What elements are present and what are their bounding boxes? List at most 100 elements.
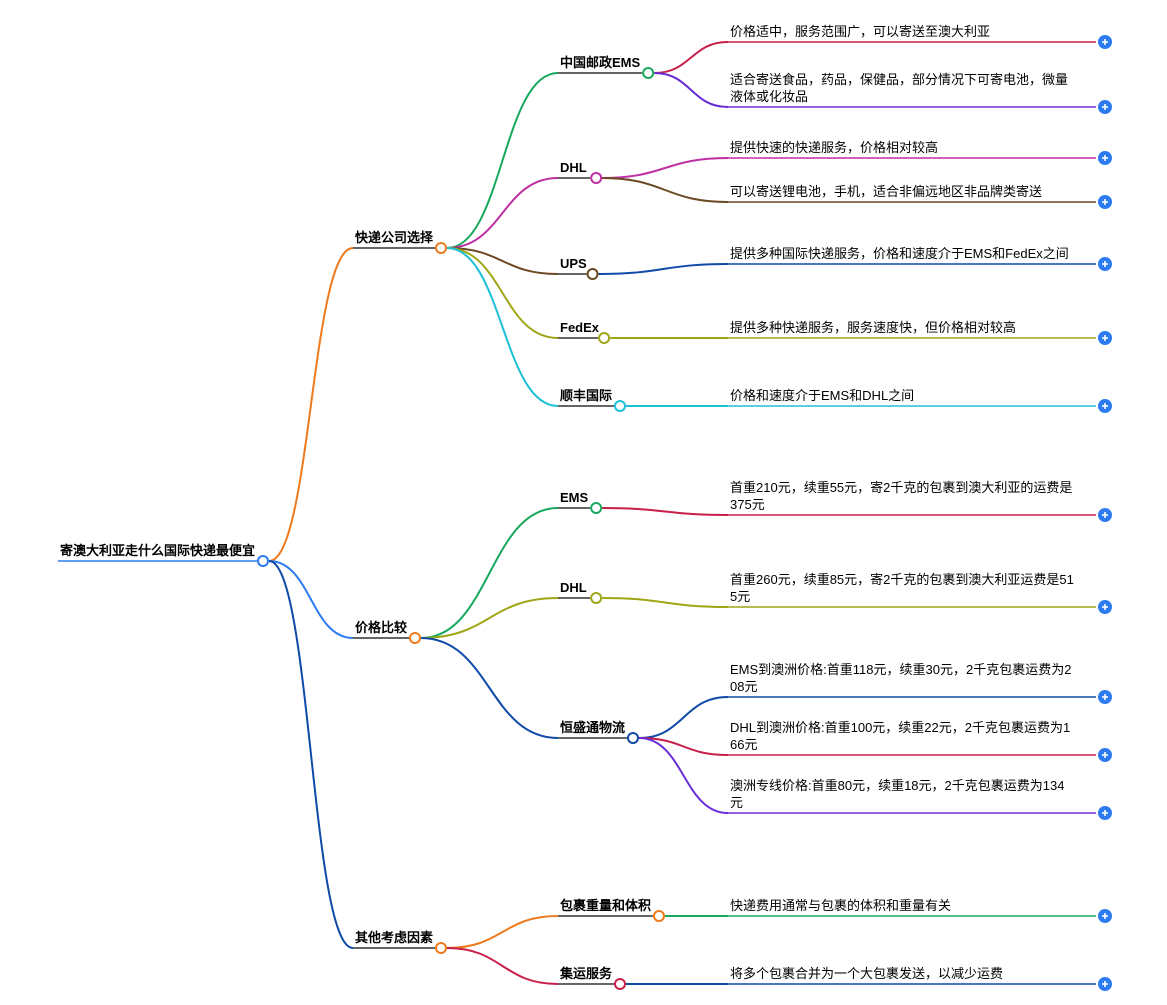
node-label: DHL [560,580,587,595]
edge [599,264,728,274]
node-ring-icon [258,556,268,566]
mindmap-canvas: 寄澳大利亚走什么国际快递最便宜 快递公司选择价格比较其他考虑因素 中国邮政EMS DH… [0,0,1167,1005]
node-label: 液体或化妆品 [730,89,808,104]
edge [447,73,558,248]
edge [447,948,558,984]
node-label: 寄澳大利亚走什么国际快递最便宜 [60,543,255,558]
mindmap-node[interactable]: DHL [558,580,601,603]
mindmap-node[interactable]: 提供快速的快递服务，价格相对较高 [728,140,1112,165]
edge [421,638,558,738]
expand-icon[interactable] [1098,195,1112,209]
node-label: 顺丰国际 [560,388,612,403]
node-label: FedEx [560,320,600,335]
node-label: 首重210元，续重55元，寄2千克的包裹到澳大利亚的运费是 [730,480,1072,495]
mindmap-node[interactable]: 澳洲专线价格:首重80元，续重18元，2千克包裹运费为134 元 [728,778,1112,820]
node-label: 中国邮政EMS [560,55,641,70]
node-label: EMS [560,490,589,505]
edge [269,248,353,561]
mindmap-node[interactable]: 顺丰国际 [558,388,625,411]
edge [654,73,728,107]
edge [447,916,558,948]
expand-icon[interactable] [1098,151,1112,165]
node-label: 快递公司选择 [355,230,434,245]
node-label: 08元 [730,679,757,694]
expand-icon[interactable] [1098,977,1112,991]
nodes-layer: 寄澳大利亚走什么国际快递最便宜 快递公司选择价格比较其他考虑因素 中国邮政EMS DH… [58,24,1112,991]
mindmap-node[interactable]: FedEx [558,320,609,343]
expand-icon[interactable] [1098,35,1112,49]
mindmap-node[interactable]: DHL到澳洲价格:首重100元，续重22元，2千克包裹运费为1 66元 [728,720,1112,762]
expand-icon[interactable] [1098,331,1112,345]
edge [639,738,728,813]
mindmap-node[interactable]: 首重260元，续重85元，寄2千克的包裹到澳大利亚运费是515元 [728,572,1112,614]
expand-icon[interactable] [1098,257,1112,271]
node-label: 元 [730,795,743,810]
expand-icon[interactable] [1098,748,1112,762]
node-label: 提供快速的快递服务，价格相对较高 [730,140,938,155]
expand-icon[interactable] [1098,690,1112,704]
mindmap-node[interactable]: 集运服务 [558,966,625,989]
mindmap-node[interactable]: UPS [558,256,598,279]
edge [421,598,558,638]
node-ring-icon [410,633,420,643]
node-ring-icon [599,333,609,343]
mindmap-node[interactable]: 包裹重量和体积 [558,898,664,921]
mindmap-node[interactable]: 中国邮政EMS [558,55,653,78]
expand-icon[interactable] [1098,909,1112,923]
node-label: 可以寄送锂电池，手机，适合非偏远地区非品牌类寄送 [730,184,1042,199]
mindmap-node[interactable]: 价格适中，服务范围广，可以寄送至澳大利亚 [728,24,1112,49]
node-ring-icon [436,243,446,253]
node-label: 快递费用通常与包裹的体积和重量有关 [730,898,951,913]
mindmap-node[interactable]: 将多个包裹合并为一个大包裹发送，以减少运费 [728,966,1112,991]
mindmap-node[interactable]: EMS到澳洲价格:首重118元，续重30元，2千克包裹运费为2 08元 [728,662,1112,704]
mindmap-node[interactable]: 快递费用通常与包裹的体积和重量有关 [728,898,1112,923]
node-label: EMS到澳洲价格:首重118元，续重30元，2千克包裹运费为2 [730,662,1071,677]
node-label: 提供多种国际快递服务，价格和速度介于EMS和FedEx之间 [730,246,1069,261]
mindmap-node[interactable]: 提供多种快递服务，服务速度快，但价格相对较高 [728,320,1112,345]
edge [639,697,728,738]
node-ring-icon [643,68,653,78]
expand-icon[interactable] [1098,508,1112,522]
expand-icon[interactable] [1098,806,1112,820]
edge [602,158,728,178]
mindmap-node[interactable]: 其他考虑因素 [353,930,446,953]
node-label: DHL [560,160,587,175]
node-label: 将多个包裹合并为一个大包裹发送，以减少运费 [730,966,1003,981]
expand-icon[interactable] [1098,100,1112,114]
mindmap-node[interactable]: 可以寄送锂电池，手机，适合非偏远地区非品牌类寄送 [728,184,1112,209]
mindmap-node[interactable]: 快递公司选择 [353,230,446,253]
mindmap-node[interactable]: 提供多种国际快递服务，价格和速度介于EMS和FedEx之间 [728,246,1112,271]
node-label: UPS [560,256,587,271]
node-ring-icon [591,173,601,183]
node-ring-icon [615,401,625,411]
node-label: 66元 [730,737,757,752]
edge [447,178,558,248]
mindmap-node[interactable]: 寄澳大利亚走什么国际快递最便宜 [58,543,268,566]
expand-icon[interactable] [1098,399,1112,413]
node-ring-icon [591,593,601,603]
mindmap-node[interactable]: 首重210元，续重55元，寄2千克的包裹到澳大利亚的运费是 375元 [728,480,1112,522]
mindmap-node[interactable]: 价格比较 [353,620,420,643]
mindmap-node[interactable]: 价格和速度介于EMS和DHL之间 [728,388,1112,413]
node-ring-icon [591,503,601,513]
node-label: 其他考虑因素 [355,930,433,945]
node-ring-icon [615,979,625,989]
node-label: DHL到澳洲价格:首重100元，续重22元，2千克包裹运费为1 [730,720,1070,735]
mindmap-node[interactable]: EMS [558,490,601,513]
node-label: 集运服务 [559,966,613,981]
edge [447,248,558,406]
mindmap-node[interactable]: DHL [558,160,601,183]
edge [602,508,728,515]
node-ring-icon [654,911,664,921]
edge [654,42,728,73]
node-ring-icon [628,733,638,743]
edge [602,598,728,607]
node-label: 首重260元，续重85元，寄2千克的包裹到澳大利亚运费是51 [730,572,1074,587]
node-label: 375元 [730,497,765,512]
mindmap-node[interactable]: 适合寄送食品，药品，保健品，部分情况下可寄电池，微量液体或化妆品 [728,72,1112,114]
node-label: 澳洲专线价格:首重80元，续重18元，2千克包裹运费为134 [730,778,1064,793]
node-label: 恒盛通物流 [560,720,625,735]
mindmap-node[interactable]: 恒盛通物流 [558,720,638,743]
expand-icon[interactable] [1098,600,1112,614]
node-label: 适合寄送食品，药品，保健品，部分情况下可寄电池，微量 [730,72,1068,87]
